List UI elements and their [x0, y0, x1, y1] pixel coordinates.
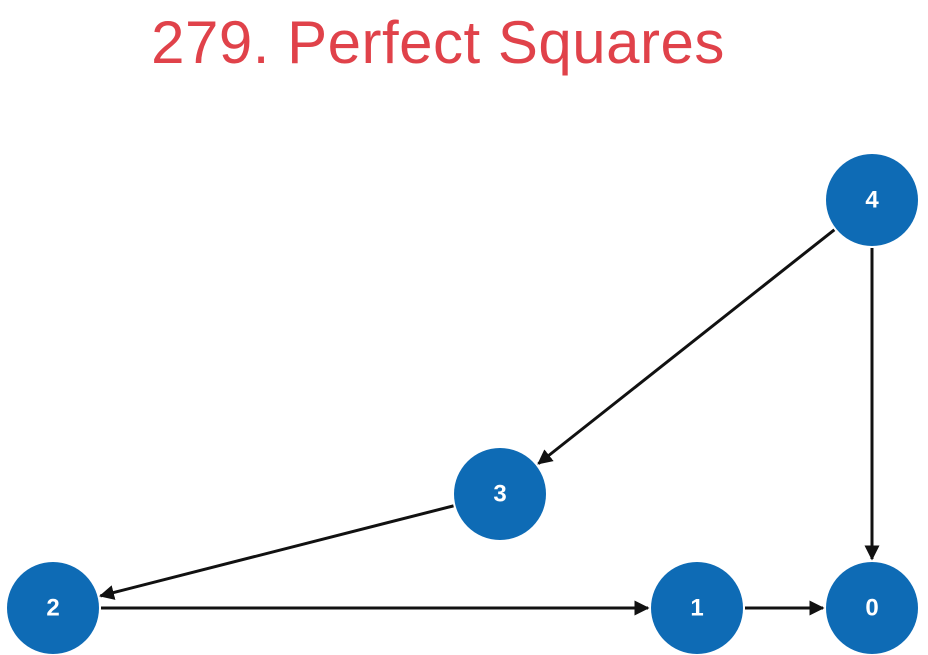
node-circle [7, 562, 99, 654]
node-label: 1 [690, 594, 703, 621]
node-circle [454, 448, 546, 540]
node-label: 0 [865, 594, 878, 621]
edges-layer [99, 228, 880, 616]
node-4: 4 [826, 154, 918, 246]
node-circle [651, 562, 743, 654]
page-title: 279. Perfect Squares [151, 9, 725, 76]
node-circle [826, 154, 918, 246]
node-1: 1 [651, 562, 743, 654]
node-label: 2 [46, 594, 59, 621]
node-3: 3 [454, 448, 546, 540]
node-0: 0 [826, 562, 918, 654]
edge-4-to-3 [537, 228, 836, 465]
edge-3-to-2 [99, 504, 454, 600]
node-2: 2 [7, 562, 99, 654]
node-label: 3 [493, 480, 506, 507]
nodes-layer: 4 3 2 1 0 [7, 154, 918, 654]
node-label: 4 [865, 186, 879, 213]
node-circle [826, 562, 918, 654]
